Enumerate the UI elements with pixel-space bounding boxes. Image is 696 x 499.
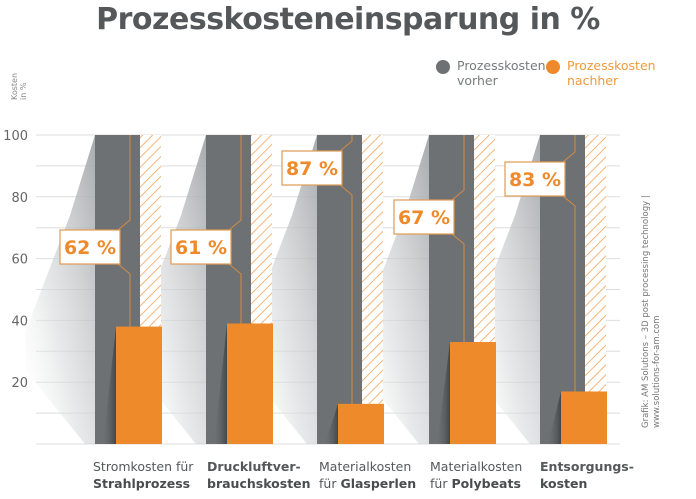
- x-category-label: Stromkosten für Strahlprozess: [93, 458, 193, 492]
- bar-savings-hatch: [362, 135, 383, 404]
- bar-savings-hatch: [585, 135, 606, 392]
- savings-label-box: [59, 229, 121, 265]
- x-category-line2: kosten: [540, 476, 588, 491]
- legend-gray-dot-icon: [436, 60, 450, 74]
- bar-nachher: [338, 403, 384, 444]
- bar-nachher-shadow: [214, 323, 227, 444]
- bar-nachher: [561, 391, 607, 444]
- savings-label-box: [393, 199, 455, 235]
- y-tick-label: 20: [11, 376, 28, 391]
- legend-orange-dot-icon: [546, 60, 560, 74]
- y-tick-label: 60: [11, 253, 28, 268]
- legend-label-vorher: Prozesskosten vorher: [457, 58, 546, 88]
- bar-nachher: [227, 323, 273, 444]
- savings-label: 83 %: [509, 169, 561, 191]
- savings-label: 61 %: [175, 237, 227, 259]
- x-category-line2: brauchskosten: [207, 476, 311, 491]
- bar-savings-hatch: [251, 135, 272, 324]
- credit-text: Grafik: AM Solutions – 3D post processin…: [641, 195, 663, 428]
- savings-label-box: [504, 161, 566, 197]
- x-category-line2: Strahlprozess: [93, 476, 191, 491]
- x-category-line1: Entsorgungs-: [540, 459, 634, 474]
- x-category-line1: Stromkosten für: [93, 459, 194, 474]
- x-category-line1: Druckluftver-: [207, 459, 301, 474]
- bar-nachher: [116, 326, 162, 444]
- x-category-line2: für Polybeats: [430, 476, 521, 491]
- savings-label-box: [281, 150, 343, 186]
- x-category-line1: Materialkosten: [319, 459, 412, 474]
- bar-savings-hatch: [474, 135, 495, 343]
- y-tick-label: 40: [11, 314, 28, 329]
- bar-nachher-shadow: [437, 342, 450, 444]
- x-category-label: Entsorgungs-kosten: [540, 458, 634, 492]
- credit-line2: www.solutions-for-am.com: [652, 315, 662, 429]
- bar-vorher: [317, 135, 362, 444]
- chart-title: Prozesskosteneinsparung in %: [96, 2, 600, 37]
- credit-line1: Grafik: AM Solutions – 3D post processin…: [641, 195, 651, 428]
- y-tick-label: 80: [11, 191, 28, 206]
- savings-label: 87 %: [286, 158, 338, 180]
- bar-nachher-shadow: [325, 403, 338, 444]
- x-category-line1: Materialkosten: [430, 459, 523, 474]
- bar-nachher: [450, 342, 496, 444]
- bar-shadow: [25, 135, 95, 444]
- x-category-label: Materialkosten für Polybeats: [430, 458, 522, 492]
- x-category-label: Druckluftver-brauchskosten: [207, 458, 311, 492]
- x-category-label: Materialkosten für Glasperlen: [319, 458, 416, 492]
- bar-nachher-shadow: [103, 326, 116, 444]
- bar-nachher-shadow: [548, 391, 561, 444]
- savings-label: 67 %: [398, 207, 450, 229]
- savings-label: 62 %: [64, 237, 116, 259]
- savings-label-box: [170, 229, 232, 265]
- bar-savings-hatch: [140, 135, 161, 327]
- y-tick-label: 100: [3, 129, 28, 144]
- x-category-line2: für Glasperlen: [319, 476, 417, 491]
- legend-label-nachher: Prozesskosten nachher: [567, 58, 656, 88]
